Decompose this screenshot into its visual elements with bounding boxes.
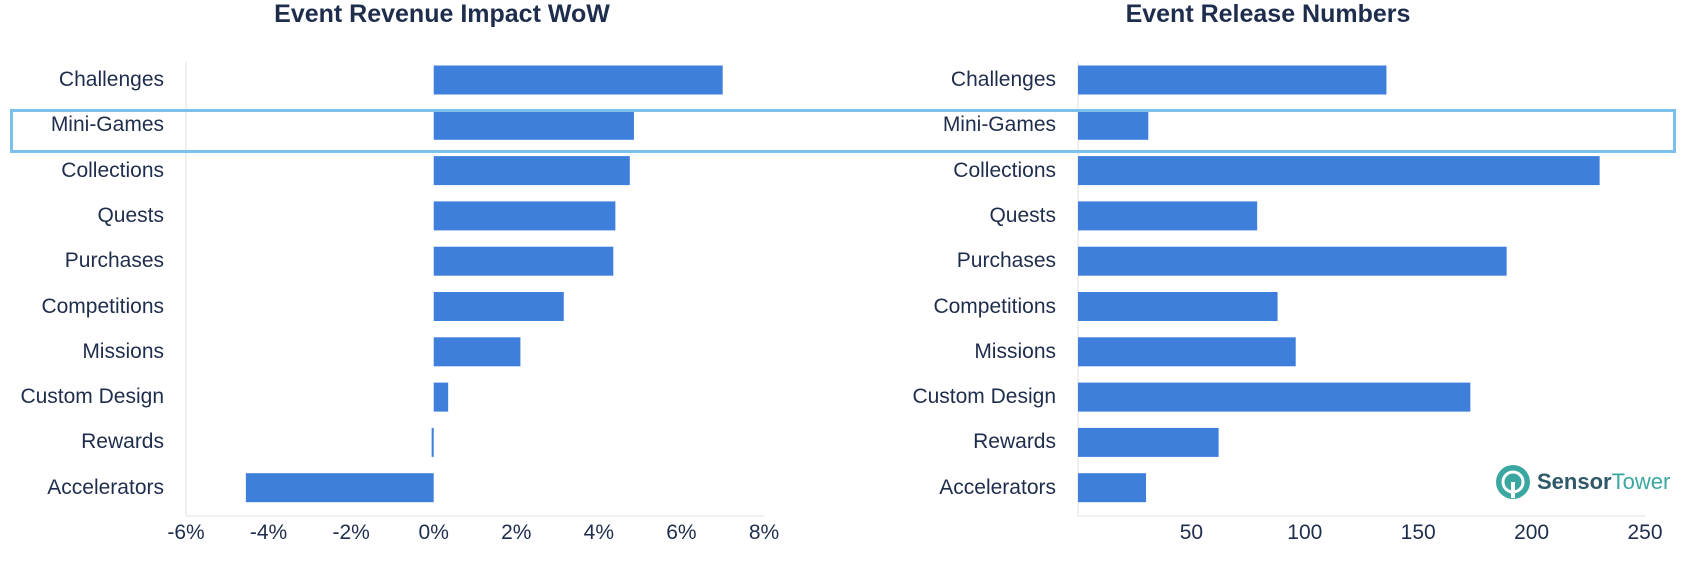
sensor-tower-wordmark: SensorTower <box>1537 469 1670 495</box>
left-category-label: Accelerators <box>47 475 164 499</box>
logo-word-strong: Sensor <box>1537 469 1612 494</box>
right-category-label: Quests <box>989 203 1056 227</box>
left-bar-quests <box>433 201 616 231</box>
left-bar-mini-games <box>433 110 634 140</box>
left-bar-missions <box>433 337 521 367</box>
left-bar-accelerators <box>245 473 434 503</box>
left-chart-title: Event Revenue Impact WoW <box>274 0 610 28</box>
right-category-label: Custom Design <box>912 385 1056 409</box>
left-category-label: Collections <box>61 158 164 182</box>
right-bar-purchases <box>1078 246 1507 276</box>
right-category-label: Competitions <box>933 294 1056 318</box>
left-category-label: Rewards <box>81 430 164 454</box>
left-x-tick-label: -4% <box>249 521 288 544</box>
left-bar-rewards <box>431 427 434 457</box>
left-bar-competitions <box>433 292 564 321</box>
left-category-label: Competitions <box>41 294 164 318</box>
right-bar-custom-design <box>1078 382 1471 412</box>
right-bar-rewards <box>1078 427 1219 457</box>
right-x-tick-label: 50 <box>1179 521 1204 544</box>
right-bar-collections <box>1078 156 1600 186</box>
right-bar-mini-games <box>1078 110 1149 140</box>
right-bar-missions <box>1078 337 1296 367</box>
left-x-tick-label: 6% <box>666 521 697 544</box>
right-category-label: Purchases <box>956 249 1056 273</box>
left-bar-collections <box>433 156 630 186</box>
right-x-tick-label: 100 <box>1287 521 1323 544</box>
sensor-tower-logo-icon <box>1496 465 1530 499</box>
right-category-label: Rewards <box>973 430 1056 454</box>
left-category-label: Mini-Games <box>50 113 164 137</box>
left-x-tick-label: 2% <box>501 521 532 544</box>
right-chart-title: Event Release Numbers <box>1125 0 1411 28</box>
left-category-label: Challenges <box>58 68 164 91</box>
right-category-label: Collections <box>953 158 1056 182</box>
right-category-label: Accelerators <box>939 475 1056 499</box>
left-category-label: Missions <box>82 339 164 363</box>
logo-word-light: Tower <box>1611 469 1671 494</box>
left-bar-challenges <box>433 65 723 95</box>
right-bar-competitions <box>1078 292 1278 321</box>
right-bar-quests <box>1078 201 1258 231</box>
sensor-tower-logo: SensorTower <box>1495 464 1670 500</box>
right-x-tick-label: 200 <box>1514 521 1550 544</box>
left-x-tick-label: 0% <box>418 521 449 544</box>
left-category-label: Purchases <box>64 249 164 273</box>
right-category-label: Missions <box>974 339 1056 363</box>
left-category-label: Custom Design <box>20 385 164 409</box>
left-x-tick-label: 4% <box>583 521 615 544</box>
left-x-tick-label: 8% <box>748 521 780 544</box>
right-category-label: Mini-Games <box>942 113 1056 137</box>
right-bar-challenges <box>1078 65 1387 95</box>
left-x-tick-label: -6% <box>167 521 205 544</box>
left-category-label: Quests <box>97 203 164 227</box>
left-x-tick-label: -2% <box>332 521 370 544</box>
right-bar-accelerators <box>1078 473 1147 503</box>
left-bar-purchases <box>433 246 614 276</box>
left-bar-custom-design <box>433 382 449 412</box>
right-category-label: Challenges <box>950 68 1056 91</box>
right-x-tick-label: 150 <box>1400 521 1436 544</box>
right-x-tick-label: 250 <box>1627 521 1663 544</box>
